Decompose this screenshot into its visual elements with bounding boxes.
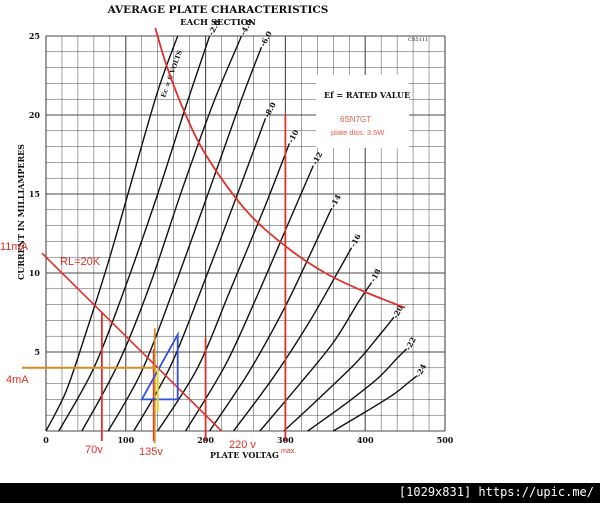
annotation-135v: 135v	[139, 446, 163, 458]
annotation-70v: 70v	[85, 444, 103, 456]
plate-curve	[45, 35, 179, 432]
curve-label: -16	[348, 232, 362, 248]
y-axis-label: CURRENT IN MILLIAMPERES	[16, 144, 26, 280]
annotation-11ma: 11mA	[0, 241, 29, 253]
plate-curve	[283, 316, 395, 432]
curve-label: -8.0	[262, 101, 278, 120]
legend-box-frame	[316, 75, 409, 148]
chart-code: CB5111	[408, 37, 428, 43]
max-dissipation-curve	[154, 27, 406, 309]
x-tick-label: 0	[43, 435, 49, 445]
curve-label: -24	[414, 362, 428, 378]
plate-curve	[107, 46, 263, 432]
x-axis-label: PLATE VOLTAG	[210, 450, 279, 460]
plate-curve	[185, 165, 314, 432]
annotation-load-line: RL=20K	[60, 256, 101, 268]
plate-curve	[157, 143, 291, 432]
annotation-220v: 220 v	[229, 439, 256, 451]
legend-plate-dissipation: plate diss. 3.5W	[331, 128, 385, 137]
plate-curve	[332, 375, 418, 432]
curve-label: -14	[329, 193, 343, 209]
legend-tube-type: 6SN7GT	[340, 115, 371, 124]
x-tick-label: 400	[357, 435, 374, 445]
footer-bar: [1029x831] https://upic.me/	[0, 483, 600, 503]
curve-label: -22	[404, 336, 418, 352]
annotation-overlay	[22, 27, 406, 443]
y-tick-label: 5	[34, 347, 40, 357]
grid-voltage-curves	[45, 35, 418, 432]
x-tick-label: 500	[437, 435, 454, 445]
load-line	[41, 252, 223, 432]
plate-curve	[58, 35, 211, 432]
x-tick-label: 100	[117, 435, 134, 445]
y-tick-label: 10	[29, 268, 41, 278]
curve-label: -18	[368, 267, 382, 283]
plate-curve	[81, 35, 243, 432]
chart-subtitle: EACH SECTION	[180, 18, 256, 28]
curve-label: -6.0	[258, 30, 274, 49]
annotation-max: max.	[281, 448, 296, 455]
y-tick-label: 20	[29, 110, 41, 120]
chart-title: AVERAGE PLATE CHARACTERISTICS	[107, 4, 329, 16]
y-tick-label: 25	[29, 31, 40, 41]
curve-label: -12	[310, 150, 324, 166]
legend-box: Ef = RATED VALUE 6SN7GT plate diss. 3.5W	[316, 75, 410, 148]
plate-curve	[307, 348, 408, 432]
footer-text: [1029x831] https://upic.me/	[398, 485, 594, 499]
y-tick-label: 15	[29, 189, 40, 199]
legend-rated-value: Ef = RATED VALUE	[324, 90, 410, 100]
signal-swing-triangle	[140, 331, 179, 401]
plate-curve	[232, 247, 353, 432]
plate-curve	[133, 117, 267, 432]
annotation-4ma: 4mA	[6, 374, 29, 386]
